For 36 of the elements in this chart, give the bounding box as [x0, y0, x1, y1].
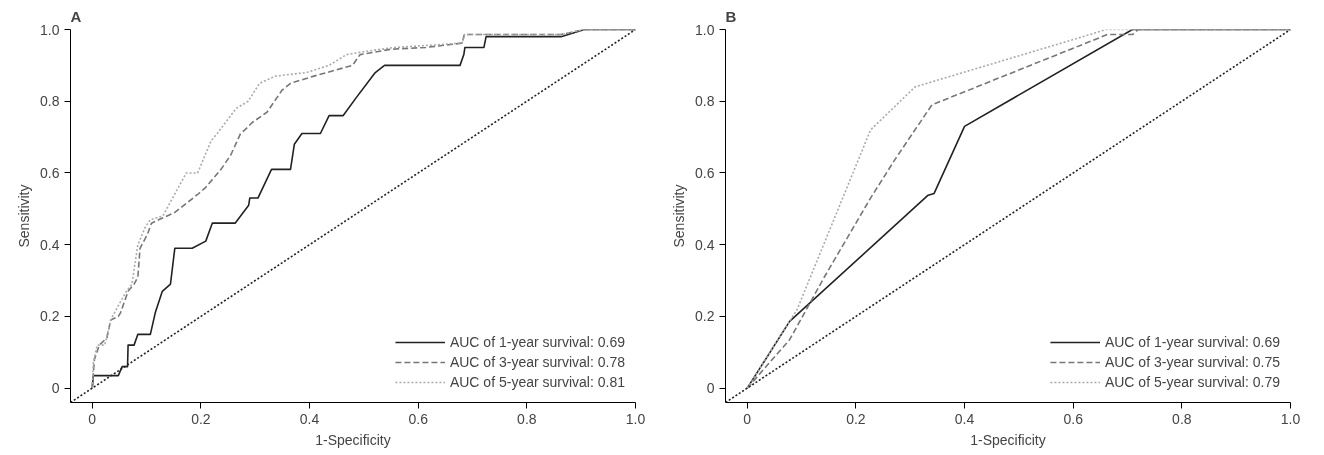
- x-tick-label: 0.8: [1172, 410, 1192, 427]
- x-tick-label: 0.2: [846, 410, 866, 427]
- x-tick-label: 1.0: [625, 410, 646, 427]
- legend-label: AUC of 3-year survival: 0.78: [449, 354, 625, 370]
- x-tick-label: 0: [88, 410, 97, 427]
- y-tick-label: 0.6: [40, 164, 60, 181]
- chart-title: A: [70, 7, 82, 25]
- legend-label: AUC of 3-year survival: 0.75: [1104, 354, 1280, 370]
- x-axis-title: 1-Specificity: [970, 431, 1046, 448]
- x-tick-label: 0: [743, 410, 752, 427]
- x-tick-label: 0.2: [191, 410, 211, 427]
- y-tick-label: 0.8: [695, 93, 715, 110]
- y-tick-label: 0: [51, 380, 60, 397]
- y-tick-label: 1.0: [695, 21, 715, 38]
- legend-label: AUC of 5-year survival: 0.79: [1104, 374, 1280, 390]
- chart-title: B: [725, 7, 737, 25]
- x-tick-label: 1.0: [1280, 410, 1301, 427]
- y-tick-label: 0.6: [695, 164, 715, 181]
- x-tick-label: 0.4: [954, 410, 975, 427]
- y-tick-label: 0.4: [695, 236, 715, 253]
- y-tick-label: 1.0: [40, 21, 60, 38]
- legend-label: AUC of 1-year survival: 0.69: [1104, 334, 1280, 350]
- y-tick-label: 0.2: [695, 308, 715, 325]
- x-tick-label: 0.6: [408, 410, 429, 427]
- y-axis-title: Sensitivity: [671, 184, 688, 248]
- x-tick-label: 0.6: [1063, 410, 1084, 427]
- legend-label: AUC of 5-year survival: 0.81: [449, 374, 625, 390]
- y-axis-title: Sensitivity: [16, 184, 33, 248]
- legend-label: AUC of 1-year survival: 0.69: [449, 334, 625, 350]
- y-tick-label: 0.4: [40, 236, 60, 253]
- y-tick-label: 0.8: [40, 93, 60, 110]
- x-axis-title: 1-Specificity: [315, 431, 391, 448]
- x-tick-label: 0.8: [517, 410, 537, 427]
- y-tick-label: 0.2: [40, 308, 60, 325]
- x-tick-label: 0.4: [299, 410, 320, 427]
- y-tick-label: 0: [706, 380, 715, 397]
